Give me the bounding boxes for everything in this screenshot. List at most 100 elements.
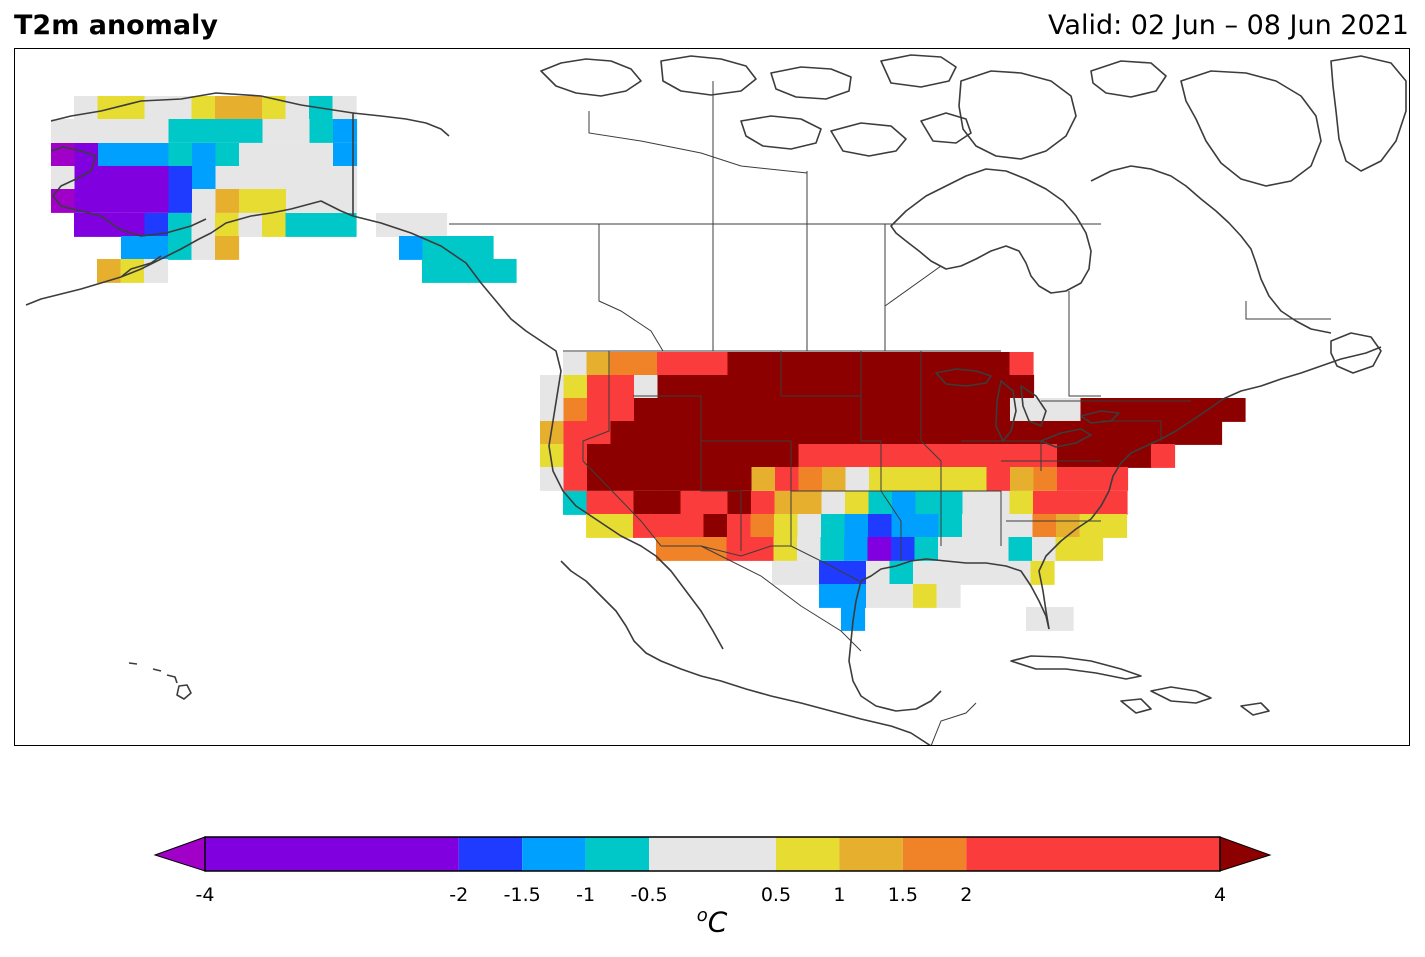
anomaly-cell bbox=[98, 119, 123, 143]
anomaly-cell bbox=[634, 421, 659, 445]
anomaly-cell bbox=[916, 398, 941, 422]
unit-letter: C bbox=[707, 905, 728, 939]
colorbar-bin-4 bbox=[649, 837, 776, 871]
anomaly-cell bbox=[1049, 607, 1074, 631]
anomaly-cell bbox=[774, 352, 799, 376]
anomaly-cell bbox=[1104, 421, 1129, 445]
anomaly-cell bbox=[422, 259, 447, 283]
anomaly-cell bbox=[1057, 444, 1082, 468]
anomaly-cell bbox=[936, 561, 961, 585]
anomaly-cell bbox=[869, 398, 894, 422]
anomaly-cell bbox=[1221, 398, 1246, 422]
anomaly-cell bbox=[51, 189, 76, 213]
anomaly-cell bbox=[775, 444, 800, 468]
anomaly-cell bbox=[844, 537, 869, 561]
anomaly-cell bbox=[144, 213, 169, 237]
anomaly-cell bbox=[798, 467, 823, 491]
anomaly-cell bbox=[609, 514, 634, 538]
anomaly-cell bbox=[74, 119, 99, 143]
anomaly-cell bbox=[845, 491, 870, 515]
anomaly-cell bbox=[961, 537, 986, 561]
anomaly-cell bbox=[74, 189, 99, 213]
anomaly-cell bbox=[821, 514, 846, 538]
anomaly-cell bbox=[74, 143, 99, 167]
anomaly-cell bbox=[866, 584, 891, 608]
anomaly-cell bbox=[1080, 421, 1105, 445]
anomaly-cell bbox=[1151, 398, 1176, 422]
anomaly-cell bbox=[681, 467, 706, 491]
anomaly-cell bbox=[985, 514, 1010, 538]
anomaly-cell bbox=[121, 143, 146, 167]
anomaly-cell bbox=[892, 398, 917, 422]
anomaly-cell bbox=[1080, 467, 1105, 491]
anomaly-cell bbox=[798, 421, 823, 445]
anomaly-cell bbox=[192, 119, 217, 143]
anomaly-cell bbox=[939, 375, 964, 399]
anomaly-cell bbox=[333, 189, 358, 213]
anomaly-cell bbox=[1010, 467, 1035, 491]
anomaly-cell bbox=[215, 143, 240, 167]
anomaly-cell bbox=[680, 514, 705, 538]
anomaly-cell bbox=[962, 514, 987, 538]
anomaly-cell bbox=[1056, 514, 1081, 538]
anomaly-cell bbox=[822, 444, 847, 468]
anomaly-cell bbox=[704, 398, 729, 422]
anomaly-cell bbox=[867, 537, 892, 561]
anomaly-cell bbox=[960, 561, 985, 585]
anomaly-cell bbox=[822, 398, 847, 422]
anomaly-cell bbox=[239, 189, 264, 213]
colorbar-outline bbox=[204, 836, 1221, 872]
anomaly-cell bbox=[797, 537, 822, 561]
anomaly-cell bbox=[1103, 491, 1128, 515]
anomaly-cell bbox=[822, 375, 847, 399]
anomaly-cell bbox=[963, 375, 988, 399]
anomaly-cell bbox=[986, 398, 1011, 422]
anomaly-cell bbox=[751, 375, 776, 399]
anomaly-cell bbox=[657, 375, 682, 399]
anomaly-grid bbox=[51, 96, 1246, 631]
anomaly-cell bbox=[1033, 467, 1058, 491]
colorbar bbox=[153, 836, 1272, 872]
anomaly-cell bbox=[168, 166, 193, 190]
anomaly-cell bbox=[892, 352, 917, 376]
anomaly-cell bbox=[656, 537, 681, 561]
anomaly-cell bbox=[563, 444, 588, 468]
anomaly-cell bbox=[939, 352, 964, 376]
anomaly-cell bbox=[892, 375, 917, 399]
anomaly-cell bbox=[445, 259, 470, 283]
anomaly-cell bbox=[986, 491, 1011, 515]
anomaly-cell bbox=[915, 491, 940, 515]
anomaly-cell bbox=[168, 96, 193, 120]
anomaly-cell bbox=[842, 584, 867, 608]
anomaly-cell bbox=[97, 213, 122, 237]
anomaly-cell bbox=[1057, 467, 1082, 491]
anomaly-cell bbox=[963, 467, 988, 491]
anomaly-cell bbox=[704, 467, 729, 491]
anomaly-cell bbox=[986, 352, 1011, 376]
anomaly-cell bbox=[492, 259, 517, 283]
anomaly-cell bbox=[845, 352, 870, 376]
anomaly-cell bbox=[985, 537, 1010, 561]
anomaly-cell bbox=[939, 467, 964, 491]
anomaly-cell bbox=[51, 166, 76, 190]
anomaly-cell bbox=[610, 375, 635, 399]
anomaly-cell bbox=[74, 213, 99, 237]
anomaly-cell bbox=[795, 561, 820, 585]
anomaly-cell bbox=[939, 491, 964, 515]
anomaly-cell bbox=[1009, 352, 1034, 376]
anomaly-cell bbox=[1174, 398, 1199, 422]
anomaly-cell bbox=[751, 352, 776, 376]
anomaly-cell bbox=[680, 491, 705, 515]
colorbar-tick-label: -4 bbox=[195, 884, 215, 906]
anomaly-cell bbox=[680, 352, 705, 376]
anomaly-cell bbox=[869, 421, 894, 445]
colorbar-unit: oC bbox=[697, 905, 728, 938]
anomaly-cell bbox=[913, 561, 938, 585]
anomaly-cell bbox=[239, 166, 264, 190]
anomaly-cell bbox=[286, 119, 311, 143]
anomaly-cell bbox=[633, 491, 658, 515]
anomaly-cell bbox=[845, 467, 870, 491]
anomaly-cell bbox=[239, 143, 264, 167]
anomaly-cell bbox=[309, 213, 334, 237]
colorbar-bin-2 bbox=[522, 837, 586, 871]
